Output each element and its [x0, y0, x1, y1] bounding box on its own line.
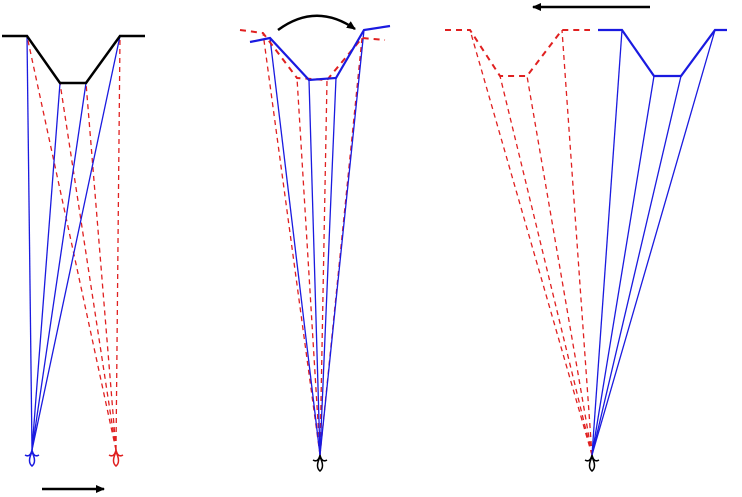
panel-left — [2, 34, 145, 493]
eye-red — [108, 449, 124, 467]
surface-profile-red — [239, 29, 386, 82]
surface-profile-blue — [598, 28, 727, 78]
blue-rays — [26, 35, 121, 451]
blue-rays — [269, 29, 365, 456]
surface-profile-blue — [249, 24, 391, 82]
red-rays — [26, 35, 121, 451]
eye-black — [584, 454, 600, 472]
blue-rays — [591, 29, 716, 456]
surface-profile — [2, 34, 145, 85]
eye-blue — [24, 449, 40, 467]
arrow-rotate — [277, 14, 356, 32]
surface-profile-red — [445, 29, 590, 77]
eye-black — [312, 454, 328, 472]
panel-middle — [239, 14, 391, 472]
panel-right — [445, 3, 727, 472]
red-rays — [469, 29, 593, 456]
